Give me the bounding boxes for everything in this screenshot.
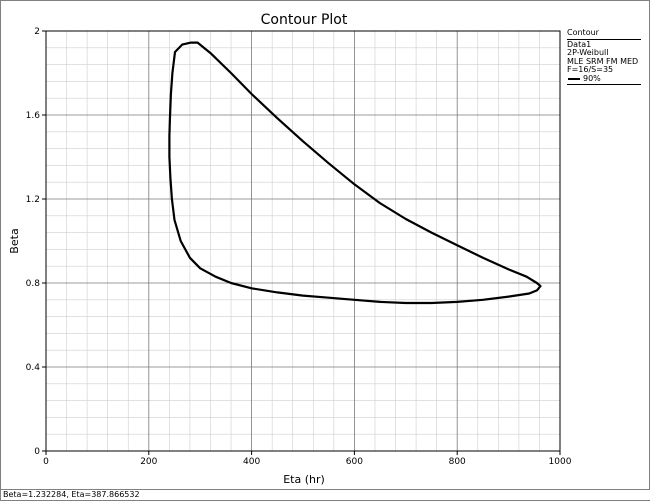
- major-grid: [46, 31, 560, 451]
- contour-line-90[interactable]: [168, 41, 542, 305]
- legend-line-counts: F=16/S=35: [567, 65, 614, 75]
- legend-series-label: 90%: [583, 73, 601, 83]
- x-tick-label: 200: [140, 457, 157, 467]
- x-axis-label: Eta (hr): [283, 473, 325, 486]
- chart-title: Contour Plot: [261, 12, 348, 28]
- y-axis-ticks: 0 0.4 0.8 1.2 1.6 2: [26, 27, 46, 457]
- y-tick-label: 1.2: [26, 195, 40, 205]
- legend-title: Contour: [567, 28, 641, 40]
- legend-line-method: MLE SRM FM MED: [567, 56, 639, 66]
- legend-line-swatch: [568, 78, 580, 81]
- y-tick-label: 0: [34, 447, 40, 457]
- x-tick-label: 1000: [549, 457, 572, 467]
- x-tick-label: 400: [243, 457, 260, 467]
- y-tick-label: 0.8: [26, 279, 41, 289]
- y-axis-label: Beta: [8, 228, 21, 253]
- y-tick-label: 2: [34, 27, 40, 37]
- plot-area[interactable]: [45, 30, 561, 452]
- y-tick-label: 1.6: [26, 111, 41, 121]
- legend-line-data-name: Data1: [567, 39, 592, 49]
- x-tick-label: 0: [43, 457, 49, 467]
- cursor-readout: Beta=1.232284, Eta=387.866532: [3, 490, 140, 499]
- x-tick-label: 800: [449, 457, 466, 467]
- legend: Contour Data1 2P-Weibull MLE SRM FM MED …: [567, 28, 641, 85]
- legend-series-item[interactable]: 90%: [567, 73, 641, 85]
- y-tick-label: 0.4: [26, 363, 41, 373]
- x-tick-label: 600: [346, 457, 363, 467]
- x-axis-ticks: 0 200 400 600 800 1000: [43, 451, 572, 467]
- series-layer: [168, 41, 542, 305]
- legend-line-distribution: 2P-Weibull: [567, 48, 609, 58]
- status-bar: Beta=1.232284, Eta=387.866532: [1, 489, 650, 500]
- minor-grid: [46, 31, 560, 451]
